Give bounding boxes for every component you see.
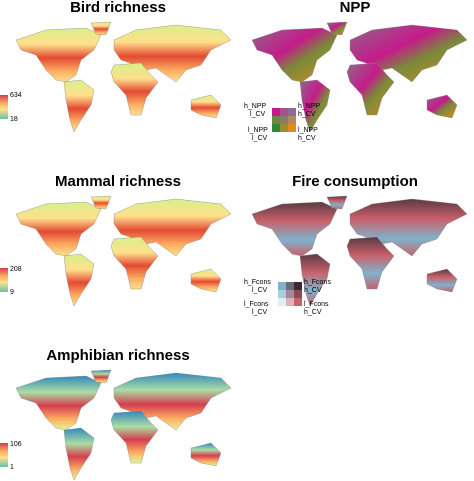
panel-title: Bird richness: [70, 0, 166, 16]
legend-cell: [278, 290, 286, 298]
legend-cell: [294, 298, 302, 306]
panel: Bird richness 634 18: [0, 0, 232, 133]
legend-label: l_Fcons: [304, 301, 329, 308]
legend-cell: [286, 298, 294, 306]
legend-max: 208: [10, 266, 22, 273]
panel-title: Amphibian richness: [46, 347, 189, 364]
legend-max: 106: [10, 441, 22, 448]
legend-cell: [280, 124, 288, 132]
legend-label: h_Fcons: [304, 279, 331, 286]
legend-label: h_NPP: [298, 103, 321, 110]
legend-cell: [280, 108, 288, 116]
legend-cell: [286, 282, 294, 290]
legend-label: h_NPP: [244, 103, 267, 110]
legend-label: h_CV: [298, 111, 316, 118]
legend-cell: [288, 116, 296, 124]
map: [15, 21, 232, 133]
map: [15, 195, 232, 307]
legend-bar: [0, 268, 8, 292]
legend-cell: [278, 282, 286, 290]
legend-bar: [0, 95, 8, 119]
legend-label: h_Fcons: [244, 279, 271, 286]
legend-cell: [294, 290, 302, 298]
legend-label: l_NPP: [298, 127, 318, 134]
panel-title: Mammal richness: [55, 173, 181, 190]
legend-label: l_CV: [252, 309, 268, 316]
panel-title: Fire consumption: [292, 173, 418, 190]
panel: Mammal richness 208 9: [0, 173, 232, 307]
legend-max: 634: [10, 92, 22, 99]
panel: Fire consumption h_Fcons l_CV h_Fcons h_…: [244, 173, 468, 316]
panel: Amphibian richness 106 1: [0, 347, 232, 481]
legend-label: l_NPP: [248, 127, 268, 134]
legend-label: h_CV: [298, 135, 316, 142]
legend-label: h_CV: [304, 309, 322, 316]
legend-min: 1: [10, 464, 14, 471]
legend-cell: [294, 282, 302, 290]
panel: NPP h_NPP l_CV h_NPP h_CV l_NPP l_CV l_N…: [244, 0, 468, 142]
legend-bar: [0, 443, 8, 467]
map: [15, 369, 232, 481]
legend-min: 9: [10, 289, 14, 296]
legend-label: l_CV: [250, 111, 266, 118]
legend-label: l_CV: [252, 287, 268, 294]
legend-cell: [272, 116, 280, 124]
legend-cell: [272, 108, 280, 116]
legend-label: l_Fcons: [244, 301, 269, 308]
legend-cell: [288, 124, 296, 132]
legend-cell: [278, 298, 286, 306]
bivariate-legend: [272, 108, 296, 132]
legend-min: 18: [10, 116, 18, 123]
legend-cell: [288, 108, 296, 116]
bivariate-legend: [278, 282, 302, 306]
legend-label: h_CV: [304, 287, 322, 294]
legend-label: l_CV: [252, 135, 268, 142]
legend-cell: [272, 124, 280, 132]
panel-title: NPP: [340, 0, 371, 16]
legend-cell: [280, 116, 288, 124]
legend-cell: [286, 290, 294, 298]
